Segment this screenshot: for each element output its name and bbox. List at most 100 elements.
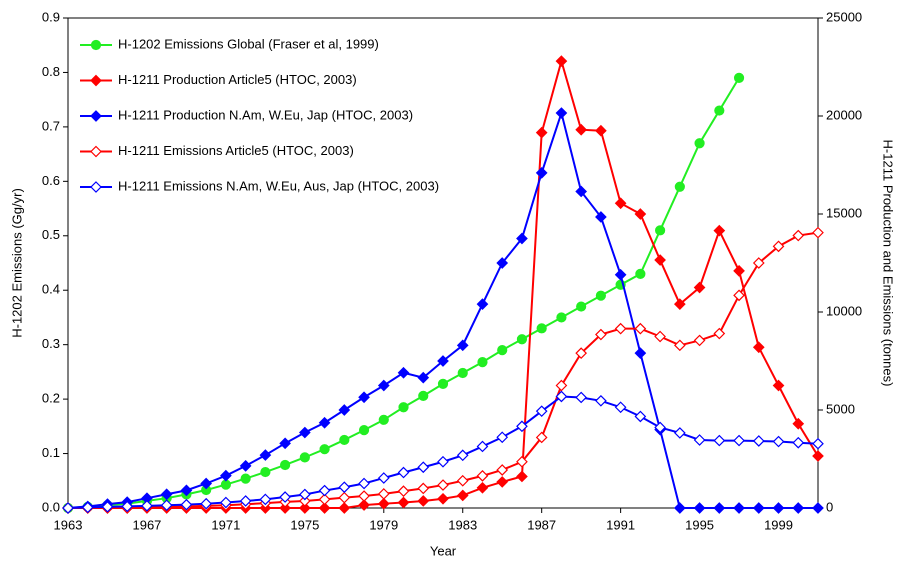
- y2-tick-label: 10000: [826, 303, 862, 318]
- legend-label: H-1202 Emissions Global (Fraser et al, 1…: [118, 36, 379, 51]
- data-point: [516, 334, 528, 345]
- data-point: [496, 476, 509, 488]
- data-point: [614, 268, 627, 281]
- data-point: [358, 425, 370, 436]
- data-point: [476, 440, 489, 453]
- x-axis-label: Year: [430, 543, 457, 558]
- data-point: [160, 499, 173, 512]
- data-point: [279, 437, 291, 450]
- data-point: [812, 226, 824, 239]
- y-tick-label: 0.9: [42, 9, 60, 24]
- data-point: [772, 379, 785, 392]
- data-point: [417, 371, 430, 384]
- data-point: [318, 493, 331, 506]
- data-point: [555, 390, 568, 403]
- data-point: [200, 477, 213, 490]
- data-point: [792, 436, 805, 449]
- data-point: [298, 495, 311, 507]
- data-point: [358, 391, 370, 404]
- data-point: [634, 347, 647, 360]
- y-tick-label: 0.6: [42, 173, 60, 188]
- legend-marker: [90, 145, 102, 158]
- data-point: [397, 366, 410, 379]
- data-point: [595, 124, 607, 137]
- data-point: [733, 72, 745, 83]
- y-tick-label: 0.5: [42, 227, 60, 242]
- data-point: [377, 379, 390, 392]
- data-point: [398, 402, 409, 413]
- data-point: [614, 197, 627, 210]
- data-point: [792, 417, 805, 430]
- y-tick-label: 0.1: [42, 445, 60, 460]
- data-point: [752, 257, 765, 269]
- data-point: [378, 414, 389, 425]
- data-point: [575, 391, 588, 404]
- x-tick-label: 1999: [764, 517, 793, 532]
- data-point: [496, 431, 509, 444]
- data-point: [240, 473, 251, 484]
- legend-marker: [90, 110, 102, 122]
- data-point: [62, 502, 74, 514]
- data-point: [397, 496, 410, 509]
- x-tick-label: 1991: [606, 517, 635, 532]
- data-point: [299, 452, 310, 463]
- data-point: [358, 477, 370, 490]
- legend-label: H-1211 Emissions N.Am, W.Eu, Aus, Jap (H…: [118, 178, 439, 193]
- legend-label: H-1211 Emissions Article5 (HTOC, 2003): [118, 143, 354, 158]
- data-point: [713, 224, 726, 237]
- y-tick-label: 0.8: [42, 64, 60, 79]
- data-point: [693, 334, 706, 347]
- legend-marker: [90, 74, 102, 87]
- data-point: [535, 166, 548, 179]
- data-point: [535, 405, 548, 418]
- data-point: [318, 502, 331, 514]
- data-point: [239, 460, 252, 472]
- data-point: [260, 466, 271, 478]
- data-point: [456, 489, 469, 502]
- y2-tick-label: 5000: [826, 401, 855, 416]
- data-point: [496, 257, 509, 269]
- y-tick-label: 0.7: [42, 118, 60, 133]
- data-point: [377, 488, 390, 500]
- data-point: [437, 479, 449, 491]
- data-point: [338, 491, 351, 504]
- data-point: [279, 502, 291, 514]
- data-point: [654, 254, 666, 266]
- data-point: [555, 55, 568, 67]
- data-point: [575, 185, 588, 198]
- data-point: [81, 501, 94, 514]
- data-point: [634, 322, 647, 335]
- data-point: [417, 495, 430, 507]
- data-point: [614, 401, 627, 414]
- data-point: [713, 434, 726, 447]
- data-point: [535, 431, 548, 444]
- y-tick-label: 0.3: [42, 336, 60, 351]
- data-point: [536, 323, 547, 334]
- data-point: [200, 497, 213, 510]
- data-point: [417, 482, 430, 495]
- data-point: [456, 339, 469, 352]
- data-point: [733, 264, 745, 277]
- data-point: [733, 502, 745, 514]
- data-point: [634, 410, 647, 423]
- data-point: [655, 225, 666, 236]
- data-point: [279, 491, 291, 503]
- data-point: [713, 327, 726, 340]
- data-point: [516, 470, 528, 483]
- data-point: [358, 499, 370, 511]
- data-point: [339, 434, 350, 446]
- data-point: [714, 105, 725, 116]
- data-point: [101, 500, 114, 513]
- x-tick-label: 1979: [369, 517, 398, 532]
- data-point: [812, 437, 824, 450]
- x-tick-label: 1983: [448, 517, 477, 532]
- data-point: [792, 502, 805, 514]
- data-point: [752, 435, 765, 447]
- data-point: [259, 493, 272, 506]
- data-point: [318, 484, 331, 497]
- data-point: [752, 341, 765, 354]
- data-point: [476, 298, 489, 311]
- legend-label: H-1211 Production Article5 (HTOC, 2003): [118, 72, 357, 87]
- data-point: [733, 289, 745, 302]
